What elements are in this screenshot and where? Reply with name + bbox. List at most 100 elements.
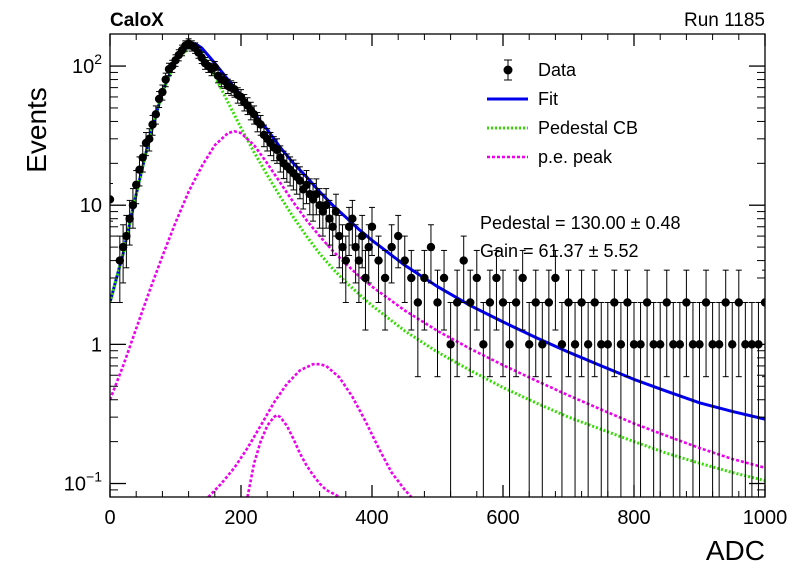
data-point <box>721 298 730 307</box>
y-tick-label: 102 <box>72 51 102 78</box>
series-5-line <box>207 362 413 497</box>
data-point <box>344 222 354 231</box>
x-tick-label: 1000 <box>743 507 788 529</box>
legend: Data Fit Pedestal CB p.e. peak <box>487 59 638 167</box>
data-point <box>531 298 540 307</box>
x-axis: 0 200 400 600 800 1000 <box>104 34 787 529</box>
data-point <box>479 340 488 349</box>
data-point <box>351 242 360 252</box>
data-point <box>110 195 115 204</box>
data-point <box>472 273 481 283</box>
data-point <box>505 340 514 349</box>
data-point <box>132 180 141 190</box>
data-point <box>728 340 737 349</box>
data-point <box>400 256 409 265</box>
data-point <box>662 298 671 307</box>
y-tick-label: 10 <box>80 195 102 217</box>
data-point <box>649 340 658 349</box>
data-point <box>315 201 324 210</box>
legend-label-2: Pedestal CB <box>538 118 638 138</box>
data-point <box>498 298 508 307</box>
data-point <box>511 298 521 307</box>
data-point <box>603 340 612 349</box>
x-tick-label: 800 <box>617 507 650 529</box>
y-axis-title: Events <box>21 87 52 173</box>
data-point <box>551 273 560 283</box>
gain-annotation: Gain = 61.37 ± 5.52 <box>480 241 639 261</box>
data-point <box>577 298 586 307</box>
data-point <box>295 176 305 185</box>
data-point <box>564 298 573 307</box>
data-point <box>616 340 626 349</box>
data-point <box>741 340 750 349</box>
pedestal-annotation: Pedestal = 130.00 ± 0.48 <box>480 213 681 233</box>
run-label: Run 1185 <box>684 10 765 31</box>
data-point <box>669 340 678 349</box>
data-point <box>701 298 711 307</box>
data-point <box>302 180 311 190</box>
data-point <box>420 273 429 283</box>
plot-frame <box>109 33 766 498</box>
data-point <box>446 340 455 349</box>
data-point <box>115 256 125 265</box>
data-point <box>367 222 377 231</box>
data-point <box>354 256 364 265</box>
data-point <box>151 110 161 119</box>
y-tick-label: 10−1 <box>64 469 102 496</box>
series-2-line <box>110 44 765 483</box>
data-point <box>610 298 619 307</box>
data-point <box>380 273 390 283</box>
x-tick-label: 600 <box>486 507 519 529</box>
legend-label-1: Fit <box>538 89 558 109</box>
data-point <box>518 273 527 283</box>
data-point <box>682 298 691 307</box>
data-point <box>128 201 138 210</box>
data-point <box>256 120 265 129</box>
data-point <box>122 231 131 241</box>
x-tick-label: 0 <box>104 507 115 529</box>
data-point <box>466 298 475 307</box>
data-point <box>318 207 328 216</box>
data-point <box>148 120 157 129</box>
data-point <box>557 340 567 349</box>
x-tick-label: 200 <box>224 507 257 529</box>
legend-label-3: p.e. peak <box>538 147 613 167</box>
data-point <box>374 256 383 265</box>
data-point <box>492 273 501 283</box>
data-point <box>695 340 704 349</box>
data-point <box>387 242 396 252</box>
data-point <box>426 242 436 252</box>
data-point <box>544 298 554 307</box>
data-point <box>335 231 344 241</box>
data-point <box>452 298 462 307</box>
data-point <box>125 214 134 223</box>
data-point <box>629 340 639 349</box>
data-points <box>110 38 765 497</box>
x-tick-label: 400 <box>355 507 388 529</box>
data-point <box>321 201 331 210</box>
data-point <box>312 189 321 199</box>
data-point <box>597 340 606 349</box>
data-point <box>708 340 717 349</box>
data-point <box>570 340 580 349</box>
data-point <box>348 214 357 223</box>
data-point <box>325 214 334 223</box>
experiment-label: CaloX <box>110 10 164 31</box>
legend-label-0: Data <box>538 60 577 80</box>
data-point <box>590 298 599 307</box>
data-point <box>341 256 350 265</box>
data-point <box>394 231 403 241</box>
data-point <box>361 273 370 283</box>
data-point <box>636 340 645 349</box>
legend-symbol-0 <box>503 59 513 81</box>
data-point <box>328 222 337 231</box>
data-point <box>413 298 423 307</box>
data-point <box>714 340 724 349</box>
data-point <box>583 340 593 349</box>
series-4-line <box>246 413 340 497</box>
data-point <box>338 242 347 252</box>
data-point <box>272 145 282 155</box>
data-point <box>459 256 468 265</box>
data-point <box>161 75 170 84</box>
data-point <box>734 298 743 307</box>
